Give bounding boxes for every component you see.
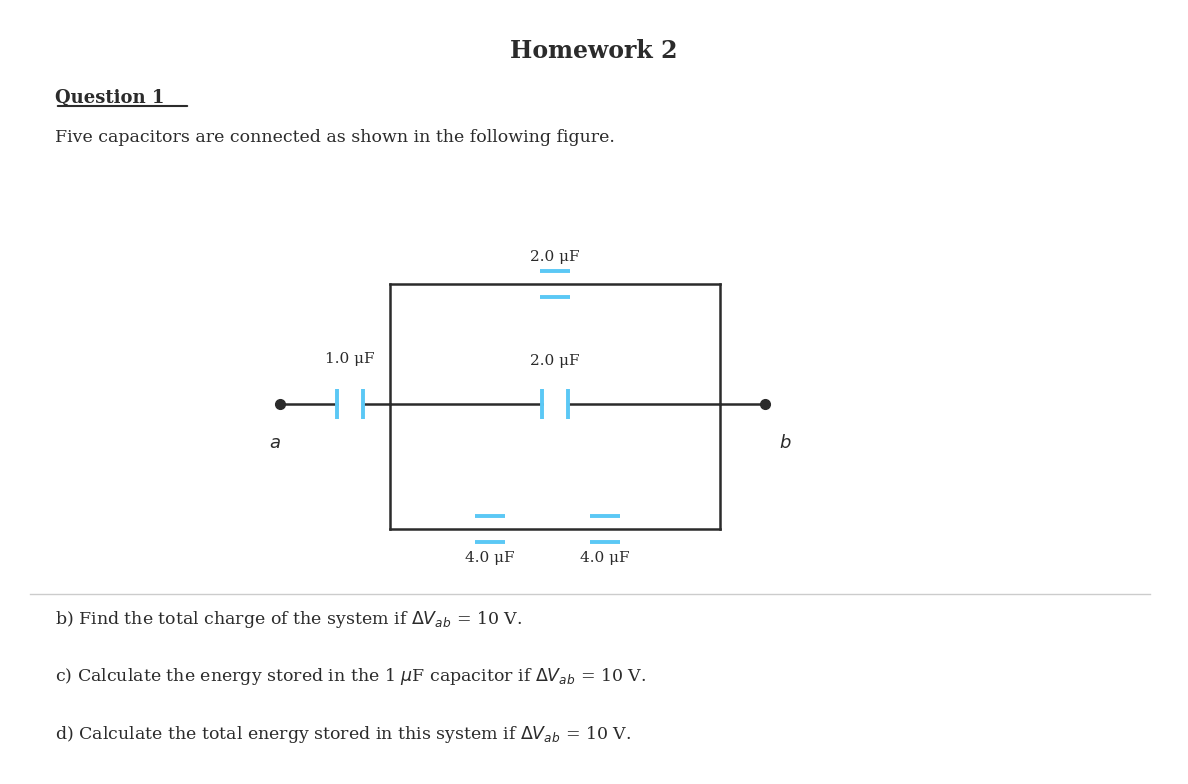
Text: Question 1: Question 1 bbox=[55, 89, 164, 107]
Text: b) Find the total charge of the system if $\Delta V_{ab}$ = 10 V.: b) Find the total charge of the system i… bbox=[55, 609, 523, 630]
Text: 1.0 μF: 1.0 μF bbox=[326, 352, 374, 366]
Text: Homework 2: Homework 2 bbox=[511, 39, 677, 63]
Text: c) Calculate the energy stored in the 1 $\mu$F capacitor if $\Delta V_{ab}$ = 10: c) Calculate the energy stored in the 1 … bbox=[55, 666, 646, 687]
Text: 2.0 μF: 2.0 μF bbox=[530, 354, 580, 368]
Text: 4.0 μF: 4.0 μF bbox=[580, 551, 630, 565]
Text: Five capacitors are connected as shown in the following figure.: Five capacitors are connected as shown i… bbox=[55, 129, 615, 146]
Text: $a$: $a$ bbox=[268, 434, 280, 452]
Text: $b$: $b$ bbox=[778, 434, 791, 452]
Text: d) Calculate the total energy stored in this system if $\Delta V_{ab}$ = 10 V.: d) Calculate the total energy stored in … bbox=[55, 724, 631, 745]
Text: 4.0 μF: 4.0 μF bbox=[466, 551, 514, 565]
Text: 2.0 μF: 2.0 μF bbox=[530, 250, 580, 264]
